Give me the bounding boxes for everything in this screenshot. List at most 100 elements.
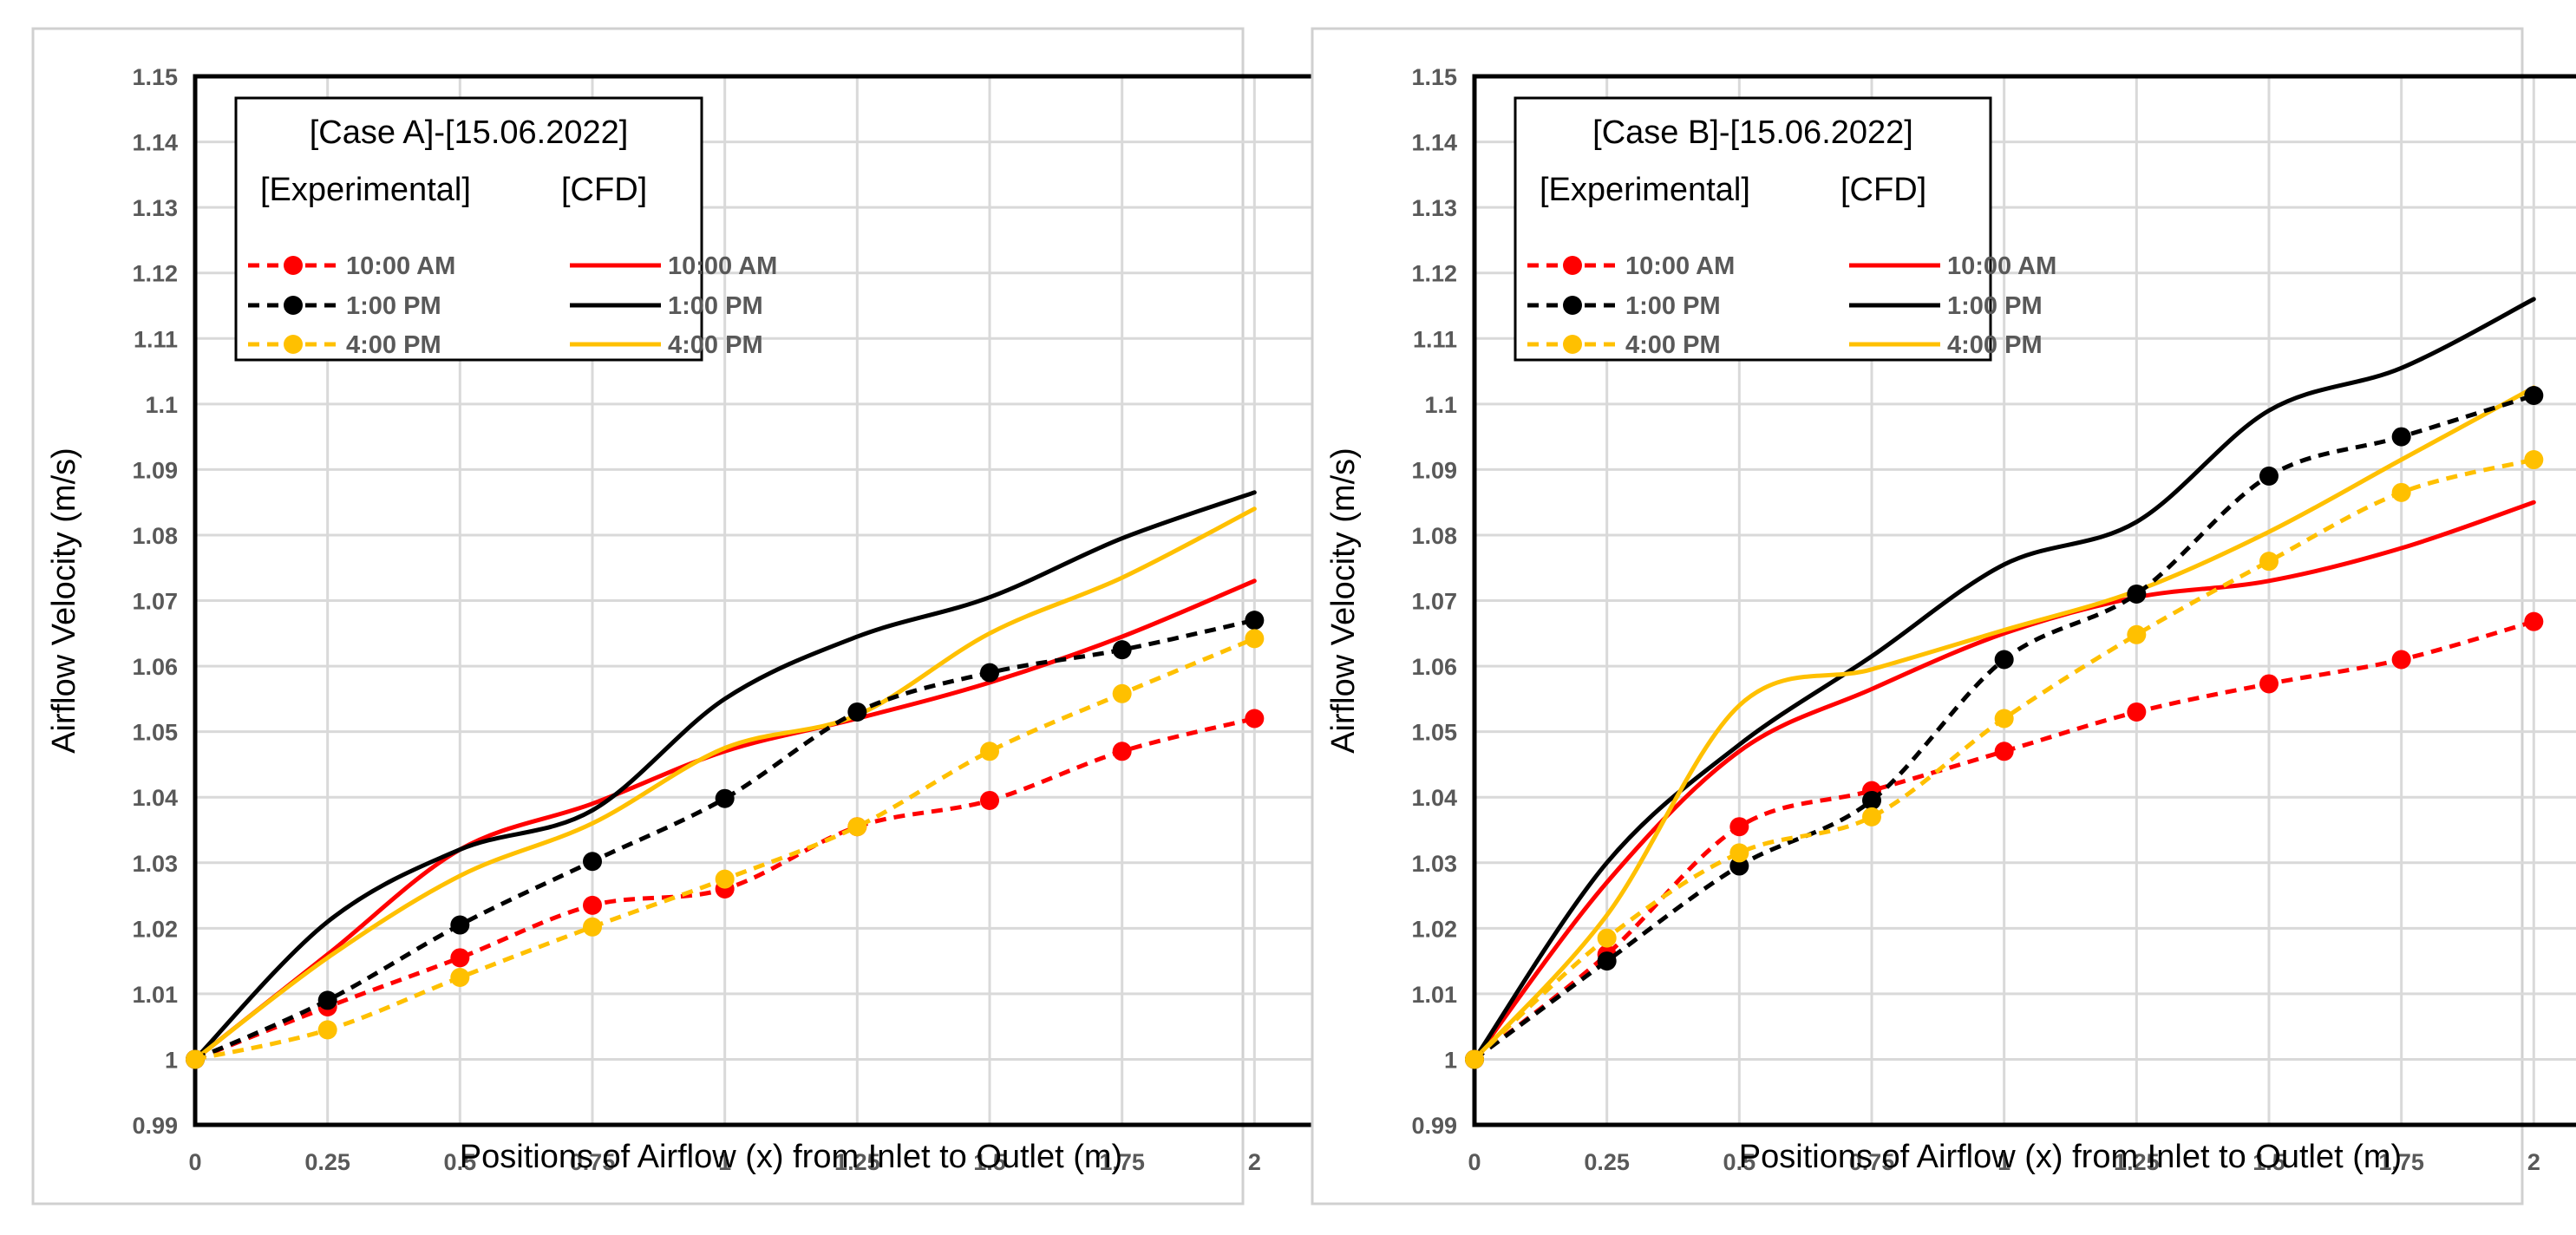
legend-entry-experimental: 10:00 AM: [1527, 252, 1735, 280]
data-point: [980, 790, 999, 810]
legend-box: [234, 96, 703, 362]
y-tick-label: 1.01: [132, 982, 178, 1008]
legend: [Case A]-[15.06.2022] [Experimental] [CFD]…: [234, 96, 777, 362]
y-tick-label: 1.08: [1411, 523, 1457, 549]
legend-label: 10:00 AM: [1947, 252, 2056, 280]
data-point: [1729, 817, 1749, 837]
x-tick-label: 0.25: [1584, 1149, 1630, 1175]
legend-header-experimental: [Experimental]: [260, 172, 471, 208]
data-point: [583, 917, 602, 937]
series-line: [1473, 619, 2534, 1062]
legend-title: [Case A]-[15.06.2022]: [310, 114, 629, 151]
data-point: [317, 990, 337, 1010]
data-point: [715, 788, 735, 808]
y-tick-label: 1.02: [132, 916, 178, 942]
y-tick-label: 0.99: [132, 1113, 178, 1139]
y-tick-label: 1.11: [134, 326, 178, 352]
legend-swatch-marker: [284, 256, 303, 275]
chart-panel-case-a: 00.250.50.7511.251.51.7522.250.9911.011.…: [31, 27, 1409, 1206]
data-point: [450, 967, 470, 987]
data-point: [2259, 674, 2279, 694]
x-tick-label: 1.5: [973, 1149, 1006, 1175]
y-tick-label: 1.15: [1411, 64, 1457, 90]
x-axis-title: Positions of Airflow (x) from Inlet to O…: [460, 1139, 1122, 1175]
data-point: [1862, 807, 1881, 827]
legend-header-cfd: [CFD]: [1840, 172, 1926, 208]
y-tick-label: 1.1: [145, 392, 178, 418]
data-point: [715, 869, 735, 889]
x-tick-label: 0.75: [1849, 1149, 1895, 1175]
data-point: [2259, 466, 2279, 486]
y-tick-label: 1.05: [1411, 720, 1457, 746]
data-point: [2127, 624, 2147, 644]
y-tick-label: 1.14: [132, 130, 178, 156]
series-line: [193, 578, 1257, 1062]
data-point: [1729, 856, 1749, 876]
legend-label: 4:00 PM: [668, 331, 763, 359]
y-tick-label: 1.1: [1424, 392, 1457, 418]
y-tick-label: 1.12: [1411, 261, 1457, 287]
legend-entry-cfd: 1:00 PM: [1849, 292, 2043, 320]
data-point: [1862, 790, 1881, 810]
legend-label: 10:00 AM: [668, 252, 777, 280]
y-tick-label: 1.11: [1413, 326, 1457, 352]
data-point: [2524, 450, 2544, 470]
legend-entry-cfd: 10:00 AM: [1849, 252, 2056, 280]
y-tick-label: 1: [1444, 1047, 1457, 1073]
chart-panel-case-b: 00.250.50.7511.251.51.7522.250.9911.011.…: [1311, 27, 2576, 1206]
data-point: [1597, 951, 1617, 971]
y-tick-label: 1: [165, 1047, 178, 1073]
series-line: [193, 618, 1255, 1062]
series-cfd-1-00-pm: [1472, 297, 2536, 1062]
data-point: [980, 663, 999, 683]
data-point: [1245, 709, 1265, 729]
series-cfd-10-00-am: [1472, 500, 2536, 1062]
legend-swatch-marker: [284, 335, 303, 354]
y-tick-label: 1.05: [132, 720, 178, 746]
y-tick-label: 1.08: [132, 523, 178, 549]
data-point: [450, 948, 470, 968]
y-tick-label: 1.12: [132, 261, 178, 287]
y-tick-label: 1.02: [1411, 916, 1457, 942]
series-cfd-4-00-pm: [193, 506, 1257, 1062]
y-tick-label: 1.07: [1411, 589, 1457, 615]
data-point: [2524, 385, 2544, 405]
legend-label: 1:00 PM: [346, 292, 441, 320]
data-point: [2391, 427, 2411, 447]
data-point: [1994, 709, 2014, 729]
series-cfd-10-00-am: [193, 578, 1257, 1062]
x-tick-label: 1: [1997, 1149, 2010, 1175]
data-point: [980, 742, 999, 761]
y-tick-label: 1.04: [132, 785, 178, 811]
legend-label: 1:00 PM: [1625, 292, 1721, 320]
legend-swatch-marker: [1563, 256, 1582, 275]
data-point: [186, 1049, 205, 1069]
legend-entry-cfd: 10:00 AM: [570, 252, 777, 280]
y-tick-label: 1.09: [132, 457, 178, 483]
legend-header-experimental: [Experimental]: [1540, 172, 1750, 208]
legend-label: 4:00 PM: [346, 331, 441, 359]
y-tick-label: 1.13: [1411, 195, 1457, 221]
legend-label: 4:00 PM: [1625, 331, 1721, 359]
data-point: [1245, 611, 1265, 631]
y-tick-label: 1.07: [132, 589, 178, 615]
x-tick-label: 0: [188, 1149, 201, 1175]
legend-entry-experimental: 4:00 PM: [248, 331, 441, 359]
data-point: [1112, 640, 1132, 660]
legend-swatch-marker: [1563, 335, 1582, 354]
y-tick-label: 1.15: [132, 64, 178, 90]
x-tick-label: 1.5: [2252, 1149, 2285, 1175]
y-tick-label: 0.99: [1411, 1113, 1457, 1139]
y-tick-label: 1.03: [132, 851, 178, 877]
legend-swatch-marker: [1563, 296, 1582, 315]
y-tick-label: 1.04: [1411, 785, 1457, 811]
x-tick-label: 1.75: [1099, 1149, 1145, 1175]
series-cfd-4-00-pm: [1472, 385, 2536, 1062]
data-point: [1112, 683, 1132, 703]
series-experimental-1-00-pm: [1465, 385, 2544, 1069]
legend-label: 1:00 PM: [1947, 292, 2043, 320]
data-point: [1729, 843, 1749, 863]
data-point: [1465, 1049, 1484, 1069]
